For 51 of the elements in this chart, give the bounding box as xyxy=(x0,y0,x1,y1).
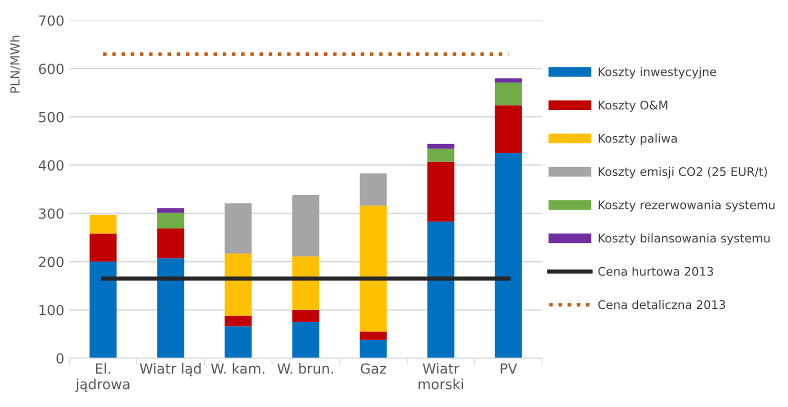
bar xyxy=(292,310,320,322)
bar xyxy=(90,262,117,358)
bar xyxy=(224,316,252,326)
legend-label: Cena hurtowa 2013 xyxy=(598,266,714,276)
y-tick-label: 0 xyxy=(56,353,64,364)
bar xyxy=(224,203,252,254)
bar xyxy=(292,256,320,310)
legend-label: Koszty paliwa xyxy=(598,134,677,146)
bar xyxy=(427,222,454,358)
bar xyxy=(494,78,522,83)
y-tick-label: 700 xyxy=(39,15,64,26)
bar xyxy=(360,340,387,358)
legend-label: Koszty bilansowania systemu xyxy=(598,233,770,245)
x-tick-label: W. brun. xyxy=(277,363,334,374)
bar xyxy=(224,326,252,358)
bar xyxy=(494,105,522,154)
y-tick-label: 400 xyxy=(38,160,64,171)
bar xyxy=(292,195,320,256)
x-tick-label: W. kam. xyxy=(211,363,264,374)
bar xyxy=(292,322,320,358)
bar xyxy=(494,153,522,358)
y-axis-title: PLN/MWh xyxy=(10,36,21,93)
bar xyxy=(90,214,117,234)
y-tick-label: 300 xyxy=(39,208,64,219)
bar xyxy=(360,332,387,340)
legend-label: Koszty O&M xyxy=(598,100,668,112)
bar xyxy=(427,144,454,149)
x-tick-label: El. jądrowa xyxy=(75,363,130,392)
bar xyxy=(360,206,387,332)
legend-label: Koszty rezerwowania systemu xyxy=(598,200,774,212)
legend-label: Cena detaliczna 2013 xyxy=(598,300,726,310)
bar xyxy=(224,253,252,316)
x-tick-label: Wiatr ląd xyxy=(140,363,201,376)
x-tick-label: Gaz xyxy=(360,363,386,374)
y-tick-label: 200 xyxy=(38,256,64,268)
x-tick-label: PV xyxy=(500,363,518,374)
y-tick-label: 600 xyxy=(38,64,64,74)
y-tick-label: 100 xyxy=(40,304,64,316)
bar xyxy=(157,228,184,258)
bar xyxy=(157,258,184,358)
legend-label: Koszty emisji CO2 (25 EUR/t) xyxy=(598,166,767,178)
bar xyxy=(494,82,522,106)
bar xyxy=(157,208,184,213)
bar xyxy=(427,148,454,162)
bar xyxy=(90,234,117,262)
y-tick-label: 500 xyxy=(39,112,64,122)
bar xyxy=(360,173,387,206)
bar xyxy=(427,162,454,222)
x-tick-label: Wiatr morski xyxy=(418,363,463,390)
bar xyxy=(157,212,184,228)
legend-label: Koszty inwestycyjne xyxy=(598,67,716,79)
